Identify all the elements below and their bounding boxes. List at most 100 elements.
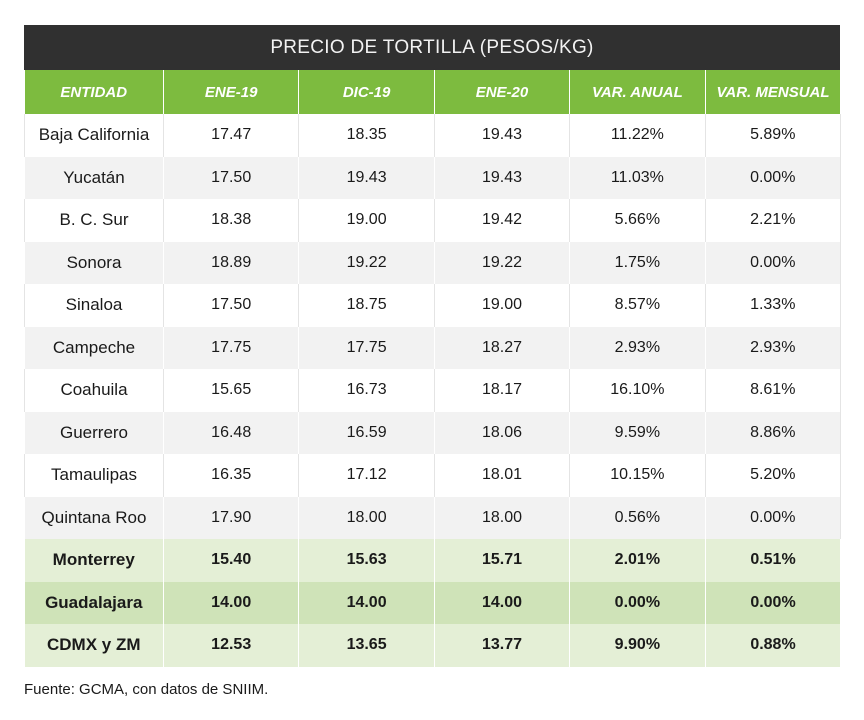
table-body: Baja California 17.47 18.35 19.43 11.22% 5.89… <box>24 114 841 667</box>
cell-ene-19: 17.47 <box>162 114 299 157</box>
cell-ene-20: 19.00 <box>433 284 570 327</box>
cell-ene-20: 18.01 <box>433 454 570 497</box>
table-row: Yucatán 17.50 19.43 19.43 11.03% 0.00% <box>24 156 841 199</box>
cell-var-mensual: 5.89% <box>704 114 841 157</box>
cell-ene-20: 19.43 <box>433 114 570 157</box>
table-row: Guerrero 16.48 16.59 18.06 9.59% 8.86% <box>24 411 841 454</box>
table-row: Tamaulipas 16.35 17.12 18.01 10.15% 5.20% <box>24 454 841 497</box>
cell-dic-19: 19.43 <box>298 156 435 199</box>
cell-ene-19: 17.75 <box>162 326 299 369</box>
column-header-ene-19: ENE-19 <box>162 70 299 114</box>
cell-var-anual: 9.59% <box>569 411 706 454</box>
cell-entidad: Monterrey <box>24 539 164 582</box>
cell-var-anual: 11.03% <box>569 156 706 199</box>
table-row: Sonora 18.89 19.22 19.22 1.75% 0.00% <box>24 241 841 284</box>
column-header-var-mensual: VAR. MENSUAL <box>704 70 841 114</box>
cell-var-anual: 16.10% <box>569 369 706 412</box>
cell-ene-20: 18.17 <box>433 369 570 412</box>
table-row: B. C. Sur 18.38 19.00 19.42 5.66% 2.21% <box>24 199 841 242</box>
cell-dic-19: 13.65 <box>298 624 435 667</box>
cell-ene-19: 12.53 <box>162 624 299 667</box>
cell-dic-19: 16.73 <box>298 369 435 412</box>
cell-entidad: Quintana Roo <box>24 496 164 539</box>
cell-ene-19: 18.38 <box>162 199 299 242</box>
cell-var-anual: 2.93% <box>569 326 706 369</box>
cell-var-mensual: 2.21% <box>704 199 841 242</box>
cell-ene-20: 19.22 <box>433 241 570 284</box>
cell-var-anual: 8.57% <box>569 284 706 327</box>
header-row: ENTIDAD ENE-19 DIC-19 ENE-20 VAR. ANUAL … <box>24 70 841 114</box>
cell-ene-19: 16.48 <box>162 411 299 454</box>
cell-dic-19: 18.35 <box>298 114 435 157</box>
table-row: Monterrey 15.40 15.63 15.71 2.01% 0.51% <box>24 539 841 582</box>
cell-var-mensual: 0.88% <box>704 624 841 667</box>
cell-var-anual: 5.66% <box>569 199 706 242</box>
cell-entidad: CDMX y ZM <box>24 624 164 667</box>
cell-var-mensual: 0.00% <box>704 241 841 284</box>
table-title: PRECIO DE TORTILLA (PESOS/KG) <box>24 25 840 70</box>
cell-ene-20: 15.71 <box>433 539 570 582</box>
table-row: Coahuila 15.65 16.73 18.17 16.10% 8.61% <box>24 369 841 412</box>
cell-dic-19: 18.75 <box>298 284 435 327</box>
cell-ene-19: 16.35 <box>162 454 299 497</box>
cell-dic-19: 18.00 <box>298 496 435 539</box>
cell-ene-19: 14.00 <box>162 581 299 624</box>
cell-ene-19: 15.40 <box>162 539 299 582</box>
cell-entidad: Campeche <box>24 326 164 369</box>
cell-var-anual: 2.01% <box>569 539 706 582</box>
column-header-entidad: ENTIDAD <box>24 70 164 114</box>
price-table-container: PRECIO DE TORTILLA (PESOS/KG) ENTIDAD EN… <box>24 25 841 667</box>
cell-entidad: Guadalajara <box>24 581 164 624</box>
column-header-var-anual: VAR. ANUAL <box>569 70 706 114</box>
cell-entidad: Baja California <box>24 114 164 157</box>
cell-var-mensual: 0.51% <box>704 539 841 582</box>
cell-ene-20: 18.06 <box>433 411 570 454</box>
cell-entidad: Sonora <box>24 241 164 284</box>
cell-ene-19: 17.90 <box>162 496 299 539</box>
cell-ene-20: 18.27 <box>433 326 570 369</box>
cell-ene-20: 19.43 <box>433 156 570 199</box>
cell-ene-20: 18.00 <box>433 496 570 539</box>
cell-entidad: Sinaloa <box>24 284 164 327</box>
cell-ene-19: 17.50 <box>162 284 299 327</box>
cell-dic-19: 17.12 <box>298 454 435 497</box>
cell-var-mensual: 5.20% <box>704 454 841 497</box>
column-header-dic-19: DIC-19 <box>298 70 435 114</box>
cell-ene-20: 19.42 <box>433 199 570 242</box>
cell-var-anual: 0.56% <box>569 496 706 539</box>
cell-var-mensual: 0.00% <box>704 496 841 539</box>
cell-var-anual: 1.75% <box>569 241 706 284</box>
cell-var-anual: 0.00% <box>569 581 706 624</box>
cell-var-mensual: 8.61% <box>704 369 841 412</box>
table-row: Baja California 17.47 18.35 19.43 11.22% 5.89… <box>24 114 841 157</box>
cell-var-anual: 10.15% <box>569 454 706 497</box>
cell-dic-19: 17.75 <box>298 326 435 369</box>
cell-entidad: Coahuila <box>24 369 164 412</box>
table-row: Guadalajara 14.00 14.00 14.00 0.00% 0.00% <box>24 581 841 624</box>
cell-dic-19: 15.63 <box>298 539 435 582</box>
cell-var-anual: 11.22% <box>569 114 706 157</box>
table-row: CDMX y ZM 12.53 13.65 13.77 9.90% 0.88% <box>24 624 841 667</box>
cell-ene-20: 13.77 <box>433 624 570 667</box>
table-row: Quintana Roo 17.90 18.00 18.00 0.56% 0.00% <box>24 496 841 539</box>
cell-ene-19: 17.50 <box>162 156 299 199</box>
cell-var-mensual: 2.93% <box>704 326 841 369</box>
table-row: Campeche 17.75 17.75 18.27 2.93% 2.93% <box>24 326 841 369</box>
cell-ene-20: 14.00 <box>433 581 570 624</box>
cell-dic-19: 14.00 <box>298 581 435 624</box>
cell-var-mensual: 1.33% <box>704 284 841 327</box>
table-row: Sinaloa 17.50 18.75 19.00 8.57% 1.33% <box>24 284 841 327</box>
cell-entidad: B. C. Sur <box>24 199 164 242</box>
cell-var-anual: 9.90% <box>569 624 706 667</box>
column-header-ene-20: ENE-20 <box>433 70 570 114</box>
cell-dic-19: 16.59 <box>298 411 435 454</box>
cell-dic-19: 19.00 <box>298 199 435 242</box>
cell-var-mensual: 0.00% <box>704 581 841 624</box>
source-note: Fuente: GCMA, con datos de SNIIM. <box>24 681 269 698</box>
cell-ene-19: 15.65 <box>162 369 299 412</box>
cell-entidad: Tamaulipas <box>24 454 164 497</box>
cell-var-mensual: 0.00% <box>704 156 841 199</box>
cell-entidad: Guerrero <box>24 411 164 454</box>
cell-entidad: Yucatán <box>24 156 164 199</box>
price-table: ENTIDAD ENE-19 DIC-19 ENE-20 VAR. ANUAL … <box>24 70 841 667</box>
